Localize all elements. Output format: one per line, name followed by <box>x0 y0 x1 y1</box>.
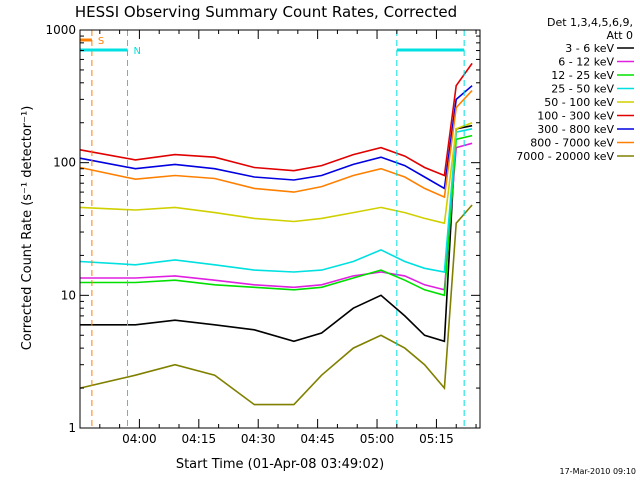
legend-label-50-100-kev: 50 - 100 keV <box>544 96 614 109</box>
series-line-12-25-kev <box>80 134 473 297</box>
legend-label-25-50-kev: 25 - 50 keV <box>551 83 614 96</box>
chart-title: HESSI Observing Summary Count Rates, Cor… <box>75 3 457 21</box>
x-tick-label: 04:45 <box>300 432 335 446</box>
flag-bar-label: N <box>134 46 141 57</box>
y-tick-label: 1 <box>68 421 76 435</box>
x-tick-label: 04:00 <box>122 432 157 446</box>
y-axis-label: Corrected Count Rate (s⁻¹ detector⁻¹) <box>20 106 35 351</box>
y-tick-label: 10 <box>61 288 76 302</box>
legend-label-6-12-kev: 6 - 12 keV <box>558 56 614 69</box>
series-line-100-300-kev <box>79 62 473 177</box>
x-axis-label: Start Time (01-Apr-08 03:49:02) <box>176 457 384 472</box>
series-line-300-800-kev <box>79 85 473 190</box>
legend-label-3-6-kev: 3 - 6 keV <box>565 42 614 55</box>
x-tick-label: 04:15 <box>182 432 217 446</box>
flag-bar-label: S <box>98 36 104 47</box>
legend-label-100-300-kev: 100 - 300 keV <box>537 110 614 123</box>
footer-timestamp: 17-Mar-2010 09:10 <box>560 467 637 476</box>
legend-header-line-1: Det 1,3,4,5,6,9, <box>547 16 633 29</box>
legend-label-7000-20000-kev: 7000 - 20000 keV <box>516 150 614 163</box>
x-tick-label: 04:30 <box>241 432 276 446</box>
x-tick-label: 05:15 <box>419 432 454 446</box>
legend-label-300-800-kev: 300 - 800 keV <box>537 123 614 136</box>
plot-frame <box>79 29 481 429</box>
y-tick-label: 100 <box>53 156 76 170</box>
series-line-6-12-kev <box>80 142 473 291</box>
series-line-50-100-kev <box>79 121 473 225</box>
series-line-3-6-kev <box>80 124 473 343</box>
legend-header-line-2: Att 0 <box>607 29 633 42</box>
axis-layer: 1 10 100 1000 04:00 04:15 04:30 04:45 05:00 05:15 <box>45 23 481 446</box>
series-line-7000-20000-kev <box>79 204 473 406</box>
legend-label-12-25-kev: 12 - 25 keV <box>551 69 614 82</box>
marker-layer: SN <box>80 30 465 428</box>
y-tick-label: 1000 <box>45 23 76 37</box>
legend-label-800-7000-kev: 800 - 7000 keV <box>530 137 614 150</box>
series-line-25-50-kev <box>79 128 473 273</box>
series-line-800-7000-kev <box>79 89 473 199</box>
x-tick-label: 05:00 <box>360 432 395 446</box>
series-layer <box>79 62 473 406</box>
